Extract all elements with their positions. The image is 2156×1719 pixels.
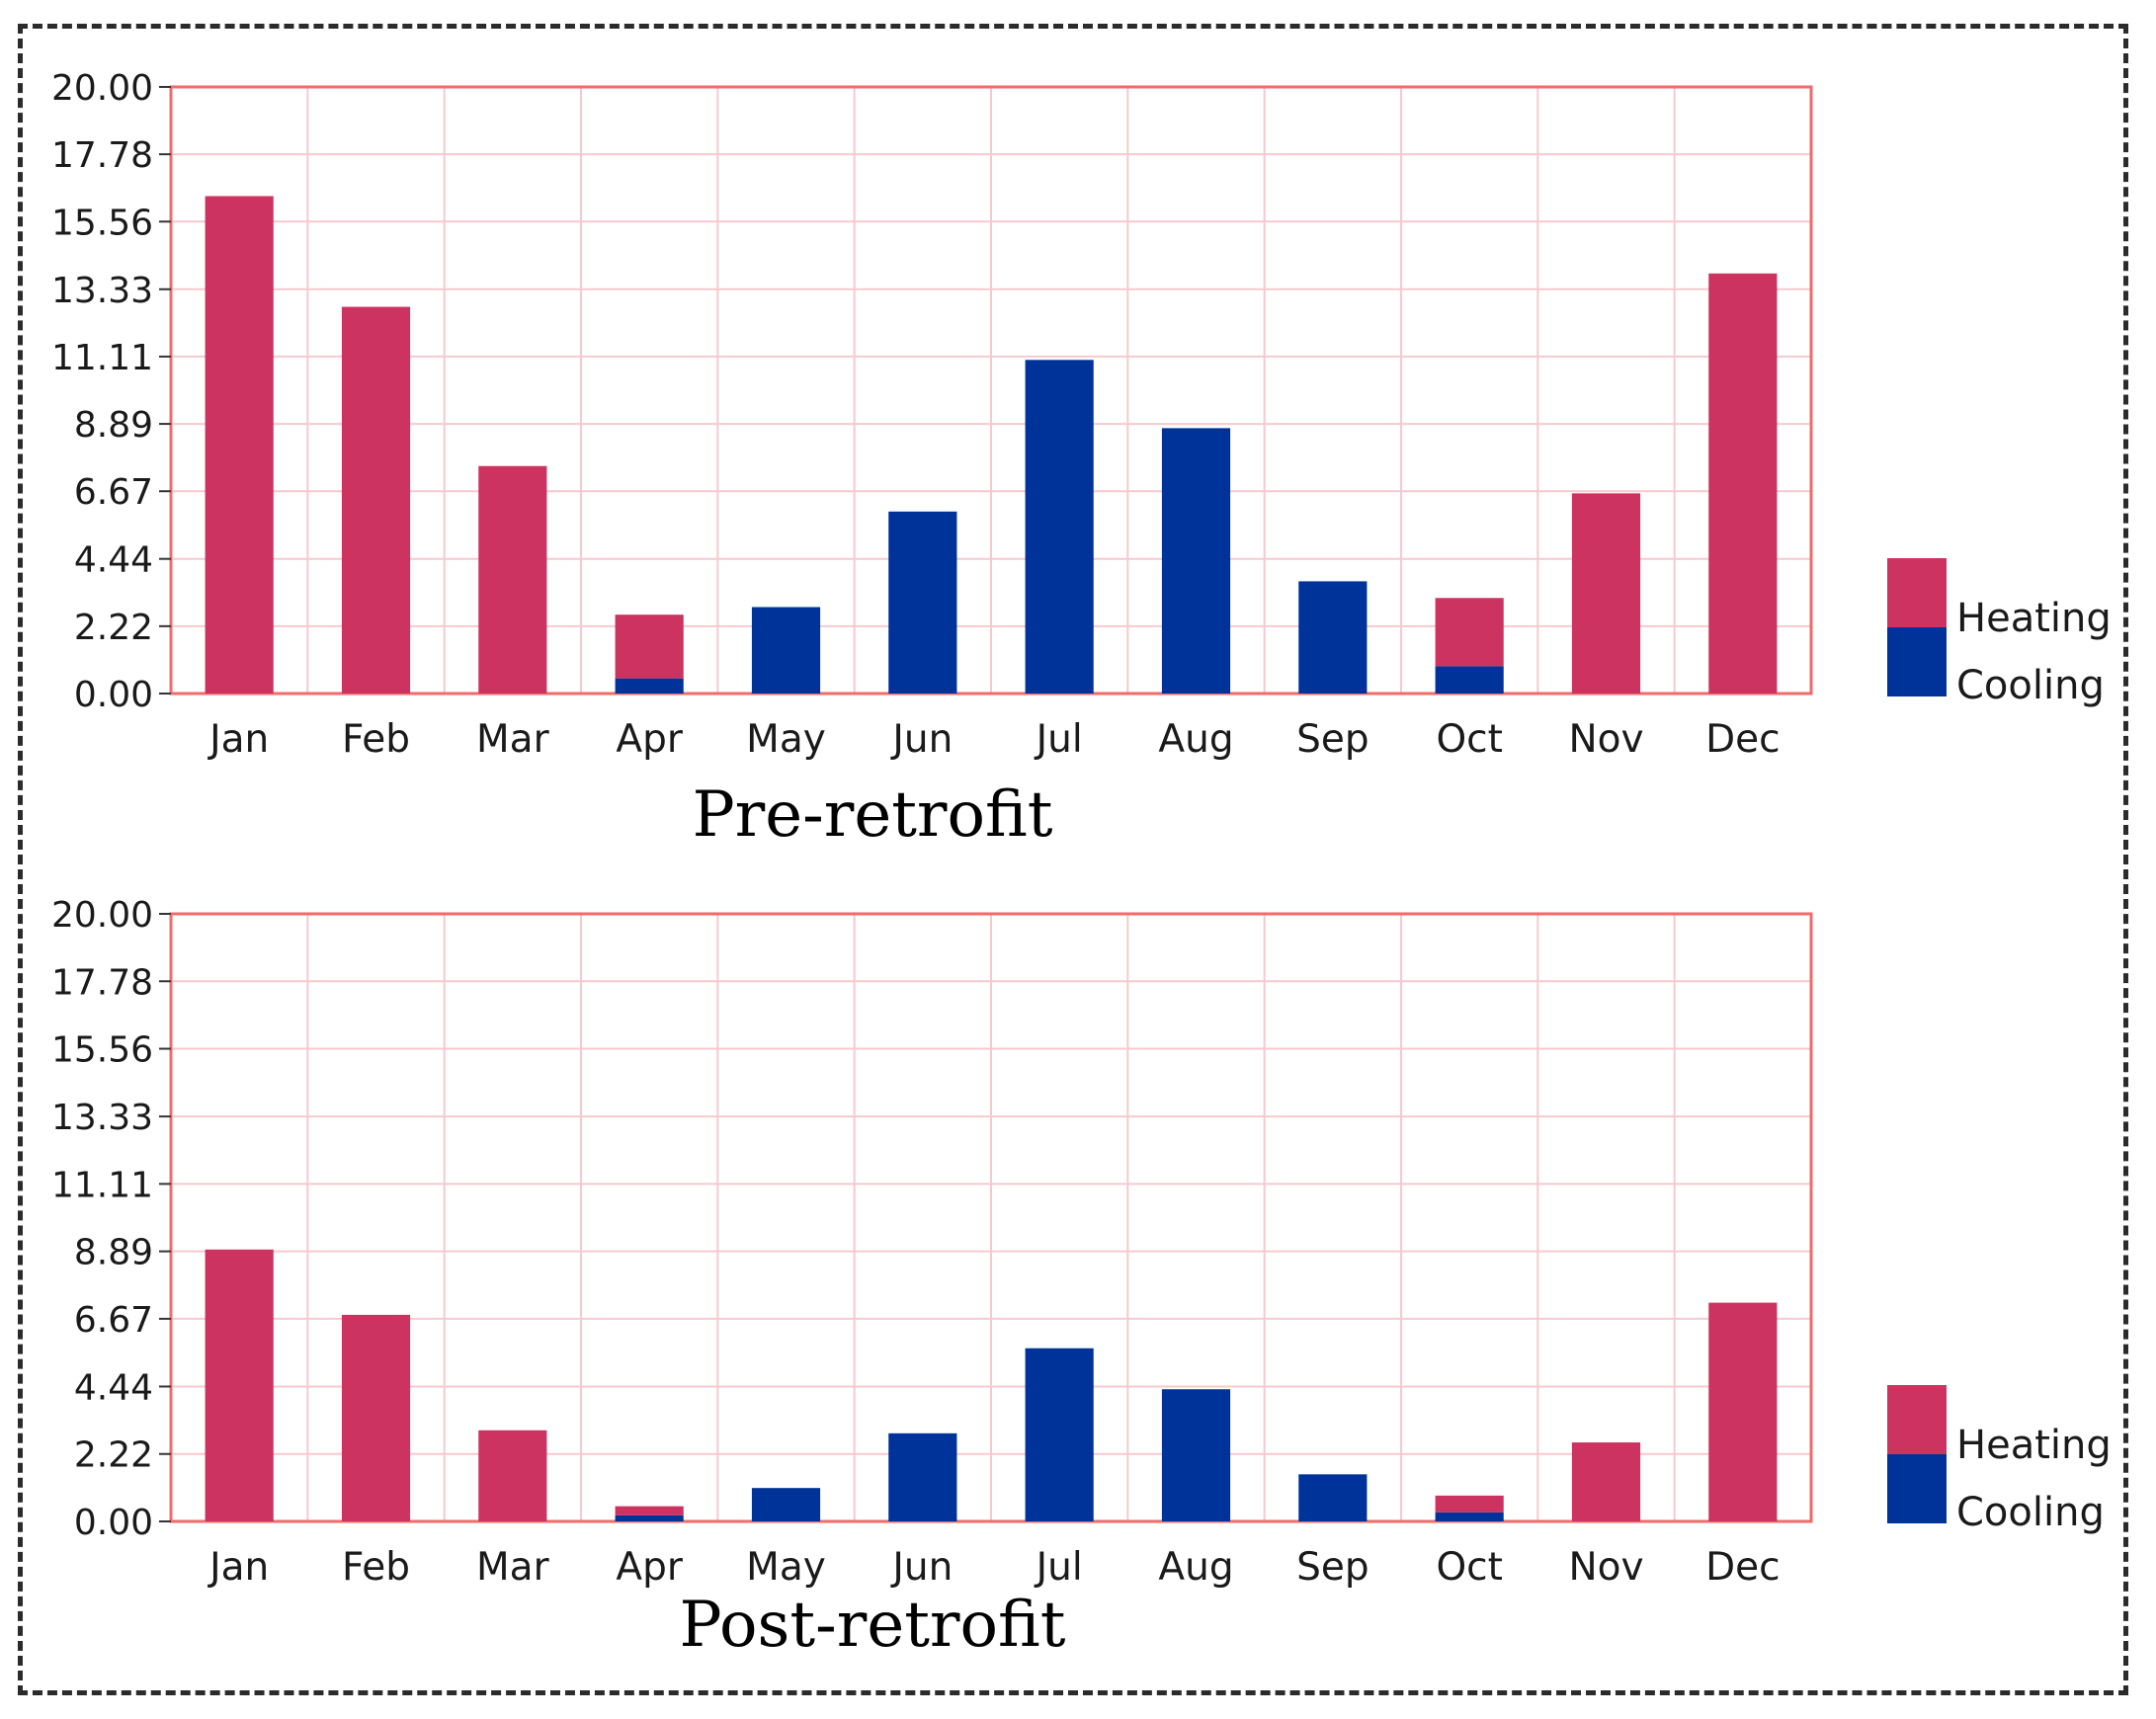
bar-heating-oct [1435, 598, 1504, 667]
bar-cooling-jun [888, 511, 957, 694]
y-axis-ticks: 0.00 2.22 4.44 6.67 8.89 11.11 13.33 15.56 17.78… [51, 895, 171, 1543]
x-tick-label: Jan [207, 717, 269, 762]
bar-cooling-sep [1298, 1474, 1368, 1521]
legend: Heating Cooling [1887, 558, 2112, 708]
y-tick-label: 2.22 [74, 608, 153, 648]
x-tick-label: Jun [889, 1545, 953, 1590]
x-tick-label: Feb [342, 717, 410, 762]
y-tick-label: 13.33 [51, 271, 153, 311]
bar-cooling-jul [1025, 360, 1094, 694]
bar-cooling-apr [615, 678, 684, 694]
bars [205, 196, 1778, 694]
bar-heating-feb [341, 306, 411, 694]
bar-cooling-oct [1435, 666, 1504, 694]
bar-cooling-jul [1025, 1348, 1094, 1521]
bar-heating-oct [1435, 1495, 1504, 1513]
legend-heating-label: Heating [1956, 596, 2112, 641]
x-tick-label: Aug [1158, 1545, 1233, 1590]
x-tick-label: Mar [476, 1545, 550, 1590]
legend-cooling-label: Cooling [1956, 663, 2105, 708]
y-tick-label: 4.44 [74, 1367, 153, 1408]
bar-heating-jan [205, 1249, 274, 1521]
chart-title: Post-retrofit [680, 1589, 1066, 1662]
x-tick-label: Jan [207, 1545, 269, 1590]
bar-cooling-aug [1161, 428, 1231, 694]
gridlines [169, 85, 1813, 696]
bar-heating-nov [1571, 1442, 1641, 1521]
x-tick-label: Dec [1705, 717, 1780, 762]
plot-frame [169, 912, 1813, 1523]
y-tick-label: 11.11 [51, 1165, 153, 1205]
legend-cooling-swatch [1887, 1454, 1947, 1523]
chart-title: Pre-retrofit [693, 778, 1053, 852]
x-axis-ticks: Jan Feb Mar Apr May Jun Jul Aug Sep Oct Nov Dec [207, 1545, 1780, 1590]
y-tick-label: 20.00 [51, 68, 153, 109]
x-tick-label: May [746, 1545, 826, 1590]
legend-cooling-label: Cooling [1956, 1490, 2105, 1535]
pre-retrofit-chart: 0.00 2.22 4.44 6.67 8.89 11.11 13.33 15.56 17.78… [51, 68, 2112, 852]
bar-heating-jan [205, 196, 274, 694]
bar-heating-apr [615, 1506, 684, 1515]
legend-heating-swatch [1887, 1385, 1947, 1454]
y-tick-label: 15.56 [51, 203, 153, 243]
legend-heating-swatch [1887, 558, 1947, 627]
x-tick-label: Oct [1436, 1545, 1502, 1590]
x-tick-label: Nov [1568, 717, 1643, 762]
x-tick-label: Mar [476, 717, 550, 762]
bar-heating-apr [615, 614, 684, 679]
gridlines [169, 912, 1813, 1523]
bar-heating-mar [478, 1430, 547, 1521]
y-tick-label: 0.00 [74, 675, 153, 715]
plot-frame [169, 85, 1813, 696]
y-tick-label: 6.67 [74, 1300, 153, 1341]
bar-heating-dec [1708, 273, 1778, 694]
bar-heating-mar [478, 465, 547, 694]
x-tick-label: Oct [1436, 717, 1502, 762]
bar-cooling-jun [888, 1432, 957, 1521]
y-tick-label: 15.56 [51, 1030, 153, 1071]
y-tick-label: 6.67 [74, 472, 153, 513]
y-tick-label: 17.78 [51, 962, 153, 1003]
bar-heating-feb [341, 1314, 411, 1521]
dashed-figure-border [18, 24, 2128, 1695]
bar-cooling-apr [615, 1514, 684, 1521]
bar-cooling-may [751, 607, 821, 694]
y-tick-label: 11.11 [51, 338, 153, 378]
y-tick-label: 8.89 [74, 405, 153, 446]
legend: Heating Cooling [1887, 1385, 2112, 1535]
x-tick-label: Jun [889, 717, 953, 762]
bar-heating-nov [1571, 493, 1641, 694]
y-tick-label: 8.89 [74, 1233, 153, 1273]
y-tick-label: 0.00 [74, 1503, 153, 1543]
x-tick-label: Feb [342, 1545, 410, 1590]
x-tick-label: Apr [616, 1545, 683, 1590]
legend-cooling-swatch [1887, 627, 1947, 696]
post-retrofit-chart: 0.00 2.22 4.44 6.67 8.89 11.11 13.33 15.56 17.78… [51, 895, 2112, 1662]
bar-heating-dec [1708, 1302, 1778, 1521]
bars [205, 1249, 1778, 1521]
bar-cooling-sep [1298, 581, 1368, 694]
x-tick-label: Jul [1034, 1545, 1083, 1590]
legend-heating-label: Heating [1956, 1423, 2112, 1468]
y-tick-label: 17.78 [51, 135, 153, 176]
y-tick-label: 2.22 [74, 1435, 153, 1476]
x-tick-label: Aug [1158, 717, 1233, 762]
y-tick-label: 13.33 [51, 1098, 153, 1138]
y-tick-label: 4.44 [74, 540, 153, 581]
x-tick-label: Dec [1705, 1545, 1780, 1590]
x-tick-label: Jul [1034, 717, 1083, 762]
x-tick-label: May [746, 717, 826, 762]
x-tick-label: Sep [1296, 717, 1369, 762]
x-tick-label: Apr [616, 717, 683, 762]
bar-cooling-oct [1435, 1512, 1504, 1521]
y-tick-label: 20.00 [51, 895, 153, 936]
x-tick-label: Nov [1568, 1545, 1643, 1590]
y-axis-ticks: 0.00 2.22 4.44 6.67 8.89 11.11 13.33 15.56 17.78… [51, 68, 171, 715]
x-tick-label: Sep [1296, 1545, 1369, 1590]
bar-cooling-may [751, 1488, 821, 1521]
x-axis-ticks: Jan Feb Mar Apr May Jun Jul Aug Sep Oct Nov Dec [207, 717, 1780, 762]
bar-cooling-aug [1161, 1389, 1231, 1521]
